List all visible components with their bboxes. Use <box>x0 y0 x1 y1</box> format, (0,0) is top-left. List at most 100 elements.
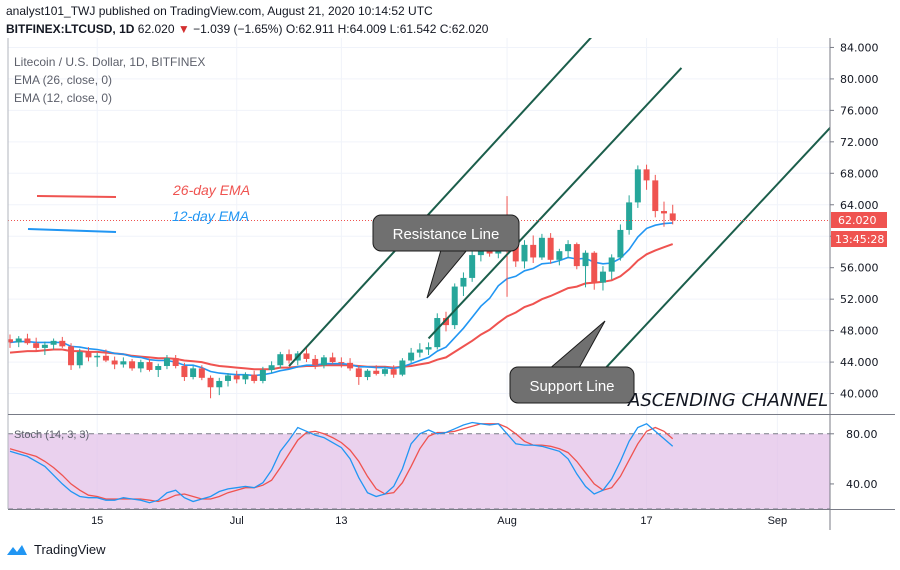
candle-body <box>539 238 545 258</box>
candle-body <box>225 375 231 381</box>
tradingview-logo-icon <box>6 543 28 557</box>
candle-body <box>521 245 527 262</box>
svg-text:13:45:28: 13:45:28 <box>835 233 884 246</box>
candle-body <box>269 365 275 370</box>
x-tick-label: 13 <box>335 515 347 527</box>
y-tick-label: 64.000 <box>840 199 879 212</box>
candle-body <box>635 169 641 202</box>
stoch-tick-label: 40.00 <box>846 478 878 491</box>
candle-body <box>347 363 353 369</box>
candle-body <box>469 255 475 278</box>
stoch-legend: Stoch (14, 3, 3) <box>14 429 89 441</box>
candle-body <box>120 361 126 364</box>
stoch-band <box>8 434 830 509</box>
countdown-label: 13:45:28 <box>831 231 887 247</box>
y-tick-label: 48.000 <box>840 325 879 338</box>
candle-up <box>452 283 458 329</box>
candle-body <box>260 370 266 381</box>
candle-body <box>251 375 257 381</box>
y-tick-label: 72.000 <box>840 136 879 149</box>
candle-body <box>208 378 214 387</box>
candle-body <box>312 359 318 365</box>
x-tick-label: 15 <box>91 515 103 527</box>
candle-body <box>417 349 423 352</box>
candle-down <box>574 243 580 270</box>
last-price-label: 62.020 <box>831 212 887 228</box>
y-tick-label: 56.000 <box>840 262 879 275</box>
candle-body <box>51 341 57 345</box>
candle-body <box>583 253 589 266</box>
y-tick-label: 76.000 <box>840 104 879 117</box>
candle-body <box>181 366 187 377</box>
candle-body <box>600 272 606 283</box>
candle-body <box>33 343 39 348</box>
y-tick-label: 44.000 <box>840 356 879 369</box>
candle-body <box>565 244 571 251</box>
y-tick-label: 52.000 <box>840 293 879 306</box>
candle-body <box>16 338 22 342</box>
tradingview-name: TradingView <box>34 542 106 557</box>
y-tick-label: 80.000 <box>840 73 879 86</box>
tradingview-branding[interactable]: TradingView <box>6 542 106 557</box>
time-axis[interactable]: 15 Jul 13 Aug 17 Sep <box>91 515 787 527</box>
candle-body <box>277 354 283 365</box>
ema26-note: 26-day EMA <box>172 182 250 198</box>
candle-body <box>77 352 83 365</box>
candle-body <box>129 361 135 368</box>
x-tick-label: Aug <box>497 515 517 527</box>
x-tick-label: 17 <box>640 515 652 527</box>
candle-body <box>356 368 362 377</box>
ascending-channel-label: ASCENDING CHANNEL <box>627 390 828 411</box>
candle-body <box>94 356 100 358</box>
candle-body <box>68 346 74 365</box>
ema26-key-line <box>37 196 116 197</box>
candle-body <box>426 347 432 349</box>
candle-body <box>452 287 458 326</box>
candle-up <box>469 250 475 281</box>
candle-body <box>408 353 414 361</box>
candle-body <box>330 357 336 362</box>
candle-body <box>164 358 170 366</box>
y-tick-label: 68.000 <box>840 167 879 180</box>
candle-body <box>242 375 248 380</box>
candle-body <box>617 230 623 258</box>
candle-body <box>234 375 240 379</box>
candle-body <box>173 358 179 366</box>
stoch-axis[interactable]: 80.00 40.00 <box>830 428 878 491</box>
candle-up <box>399 358 405 376</box>
candle-body <box>365 371 371 377</box>
ema12-legend: EMA (12, close, 0) <box>14 91 112 105</box>
svg-text:Support Line: Support Line <box>529 378 614 395</box>
candle-body <box>556 251 562 260</box>
candle-body <box>216 381 222 387</box>
candle-body <box>644 169 650 180</box>
chart-title: Litecoin / U.S. Dollar, 1D, BITFINEX <box>14 55 205 69</box>
stoch-indicator <box>8 423 830 510</box>
candle-body <box>399 361 405 375</box>
candle-body <box>548 238 554 260</box>
candle-down <box>652 175 658 217</box>
candle-body <box>147 362 153 370</box>
y-tick-label: 40.000 <box>840 388 879 401</box>
candle-body <box>670 213 676 220</box>
stoch-tick-label: 80.00 <box>846 428 878 441</box>
candle-body <box>24 338 30 343</box>
svg-text:Resistance Line: Resistance Line <box>393 226 500 243</box>
candle-body <box>286 354 292 360</box>
candle-body <box>609 257 615 271</box>
candle-body <box>155 366 161 370</box>
candle-body <box>626 202 632 230</box>
candle-body <box>382 369 388 374</box>
candle-body <box>661 211 667 213</box>
candle-up <box>635 165 641 207</box>
candle-body <box>103 356 109 361</box>
svg-text:62.020: 62.020 <box>838 214 877 227</box>
x-tick-label: Sep <box>768 515 788 527</box>
candle-body <box>574 244 580 266</box>
x-tick-label: Jul <box>230 515 244 527</box>
candle-body <box>112 361 118 365</box>
candle-body <box>591 253 597 283</box>
candle-body <box>321 357 327 365</box>
candle-body <box>190 368 196 377</box>
